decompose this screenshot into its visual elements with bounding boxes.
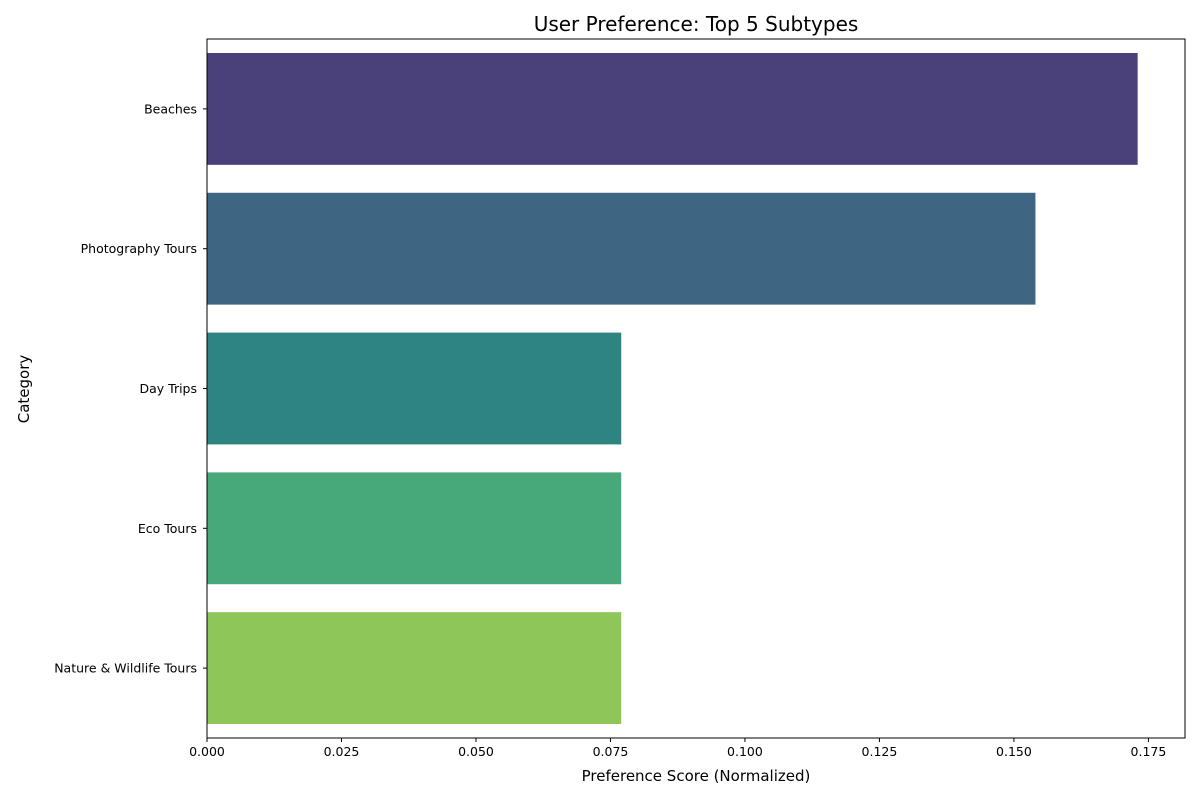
x-tick-label: 0.050 [458, 744, 494, 759]
bar-beaches [207, 52, 1138, 165]
y-tick-label: Photography Tours [81, 241, 197, 256]
x-tick-label: 0.100 [727, 744, 763, 759]
x-axis-ticks: 0.000 0.025 0.050 0.075 0.100 0.125 0.150 0.175 [189, 738, 1166, 759]
x-tick-label: 0.075 [593, 744, 629, 759]
y-tick-label: Eco Tours [138, 521, 197, 536]
x-axis-label: Preference Score (Normalized) [582, 767, 811, 785]
x-tick-label: 0.125 [862, 744, 898, 759]
y-axis-ticks: Beaches Photography Tours Day Trips Eco Tou… [54, 101, 207, 676]
x-tick-label: 0.150 [996, 744, 1032, 759]
bar-day-trips [207, 332, 622, 445]
x-tick-label: 0.000 [189, 744, 225, 759]
bar-photography-tours [207, 192, 1036, 305]
x-tick-label: 0.025 [324, 744, 360, 759]
bar-nature-and-wildlife-tours [207, 612, 622, 725]
y-tick-label: Beaches [144, 101, 197, 116]
y-axis-label: Category [15, 355, 33, 424]
bar-eco-tours [207, 472, 622, 585]
y-tick-label: Nature & Wildlife Tours [54, 661, 197, 676]
bars-layer [207, 52, 1138, 725]
chart-title: User Preference: Top 5 Subtypes [534, 12, 859, 36]
x-tick-label: 0.175 [1131, 744, 1167, 759]
y-tick-label: Day Trips [139, 381, 197, 396]
